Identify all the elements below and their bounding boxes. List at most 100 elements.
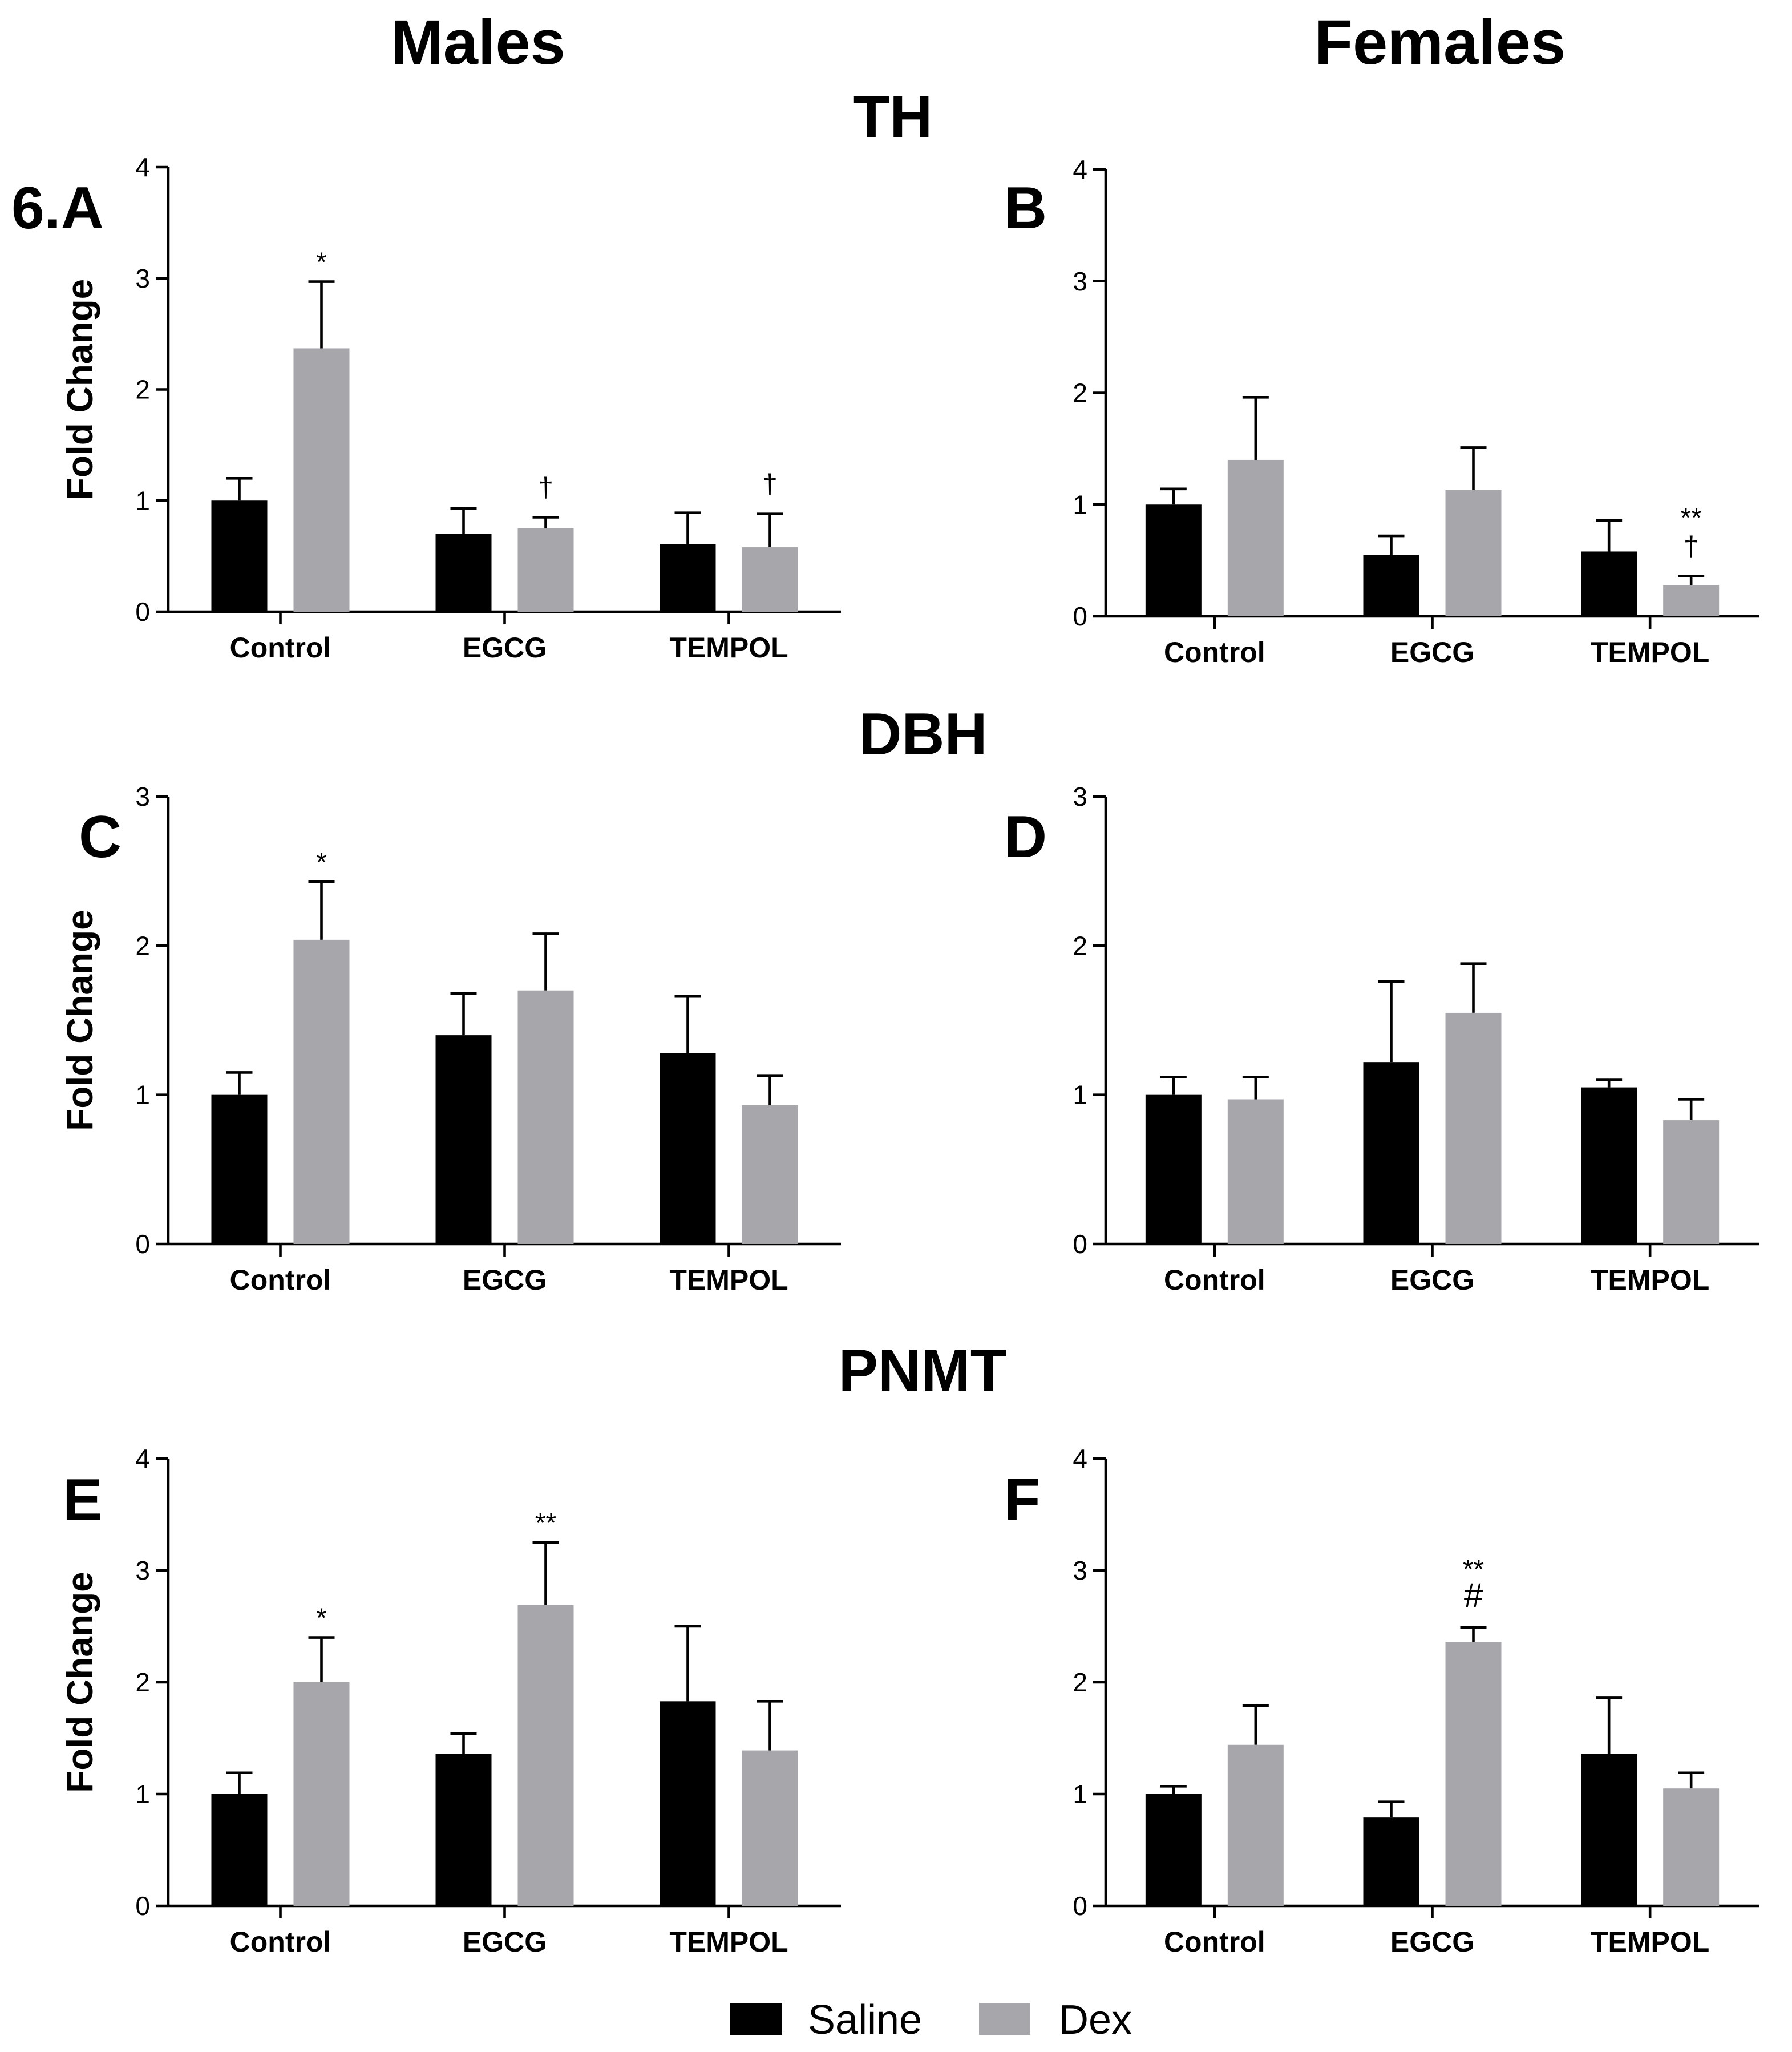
legend-label-saline: Saline [808, 1997, 922, 2043]
y-tick-label-0: 0 [1073, 1891, 1087, 1921]
y-tick-label-0: 0 [135, 1229, 150, 1259]
x-tick-label-egcg: EGCG [463, 632, 547, 664]
y-tick-label-4: 4 [1073, 1444, 1087, 1473]
column-title-females: Females [1314, 7, 1566, 78]
bar-dex-control [1227, 1099, 1284, 1244]
annotation-egcg-1: ** [1463, 1554, 1484, 1585]
gene-title-pnmt: PNMT [839, 1338, 1007, 1404]
y-tick-label-3: 3 [135, 1556, 150, 1585]
y-tick-label-2: 2 [1073, 378, 1087, 408]
y-axis-title: Fold Change [59, 279, 100, 500]
annotation-egcg-0: # [1464, 1576, 1483, 1614]
y-tick-label-3: 3 [1073, 782, 1087, 811]
column-title-males: Males [391, 7, 565, 78]
y-tick-label-3: 3 [1073, 266, 1087, 296]
panel-c-dbh-males: C Fold Change 0 1 2 3 Control EGCG TEMPOL * [59, 782, 841, 1296]
annotation-control-0: * [316, 1603, 327, 1634]
y-tick-label-1: 1 [1073, 490, 1087, 519]
bar-saline-tempol [660, 544, 716, 612]
x-tick-label-egcg: EGCG [463, 1926, 547, 1958]
y-tick-label-1: 1 [135, 486, 150, 515]
bar-saline-tempol [1581, 551, 1637, 616]
panel-letter: B [1004, 175, 1047, 241]
panel-a-th-males: 6.A Fold Change 0 1 2 3 4 Control EGCG TEMPOL * † † [11, 152, 841, 664]
annotation-control-0: * [316, 847, 327, 878]
bar-dex-tempol [1663, 1788, 1720, 1906]
bar-saline-control [1145, 504, 1202, 616]
bar-saline-tempol [1581, 1087, 1637, 1244]
bar-dex-egcg [517, 990, 574, 1244]
annotation-tempol-0: † [1684, 532, 1699, 562]
bar-dex-egcg [1445, 1642, 1502, 1906]
x-tick-label-tempol: TEMPOL [669, 632, 788, 664]
y-tick-label-4: 4 [135, 1444, 150, 1473]
x-tick-label-tempol: TEMPOL [669, 1264, 788, 1296]
bar-saline-tempol [1581, 1754, 1637, 1906]
x-tick-label-control: Control [230, 632, 331, 664]
bar-dex-egcg [517, 528, 574, 612]
bar-dex-egcg [517, 1605, 574, 1906]
panel-d-dbh-females: D 0 1 2 3 Control EGCG TEMPOL [1004, 782, 1759, 1296]
bar-saline-egcg [1363, 555, 1419, 616]
bar-dex-tempol [742, 1750, 798, 1906]
x-tick-label-control: Control [1164, 1264, 1265, 1296]
x-tick-label-egcg: EGCG [1390, 1264, 1474, 1296]
bar-dex-tempol [742, 1105, 798, 1244]
bar-saline-control [211, 1094, 268, 1244]
bar-saline-control [211, 1794, 268, 1906]
panel-letter: D [1004, 804, 1047, 870]
bar-saline-egcg [435, 1035, 492, 1244]
legend-swatch-saline [730, 2003, 782, 2035]
x-tick-label-egcg: EGCG [1390, 636, 1474, 668]
y-axis-title: Fold Change [59, 1572, 100, 1793]
bar-saline-control [1145, 1794, 1202, 1906]
y-tick-label-1: 1 [135, 1080, 150, 1110]
legend-swatch-dex [979, 2003, 1030, 2035]
y-tick-label-2: 2 [1073, 931, 1087, 960]
x-tick-label-control: Control [230, 1264, 331, 1296]
y-tick-label-4: 4 [135, 152, 150, 182]
x-tick-label-tempol: TEMPOL [1591, 1926, 1709, 1958]
bar-dex-control [1227, 459, 1284, 616]
panel-b-th-females: B 0 1 2 3 4 Control EGCG TEMPOL †** [1004, 155, 1759, 668]
x-tick-label-control: Control [230, 1926, 331, 1958]
bar-dex-tempol [742, 547, 798, 612]
y-tick-label-0: 0 [1073, 1229, 1087, 1259]
y-tick-label-3: 3 [1073, 1556, 1087, 1585]
y-tick-label-2: 2 [135, 931, 150, 960]
y-tick-label-3: 3 [135, 264, 150, 293]
bar-dex-egcg [1445, 490, 1502, 616]
bar-saline-control [1145, 1094, 1202, 1244]
x-tick-label-control: Control [1164, 1926, 1265, 1958]
x-tick-label-tempol: TEMPOL [1591, 636, 1709, 668]
legend: Saline Dex [730, 1997, 1132, 2043]
x-tick-label-egcg: EGCG [463, 1264, 547, 1296]
bar-saline-egcg [435, 1754, 492, 1906]
bar-saline-egcg [435, 534, 492, 612]
annotation-egcg-0: ** [535, 1508, 556, 1538]
x-tick-label-egcg: EGCG [1390, 1926, 1474, 1958]
bar-dex-egcg [1445, 1012, 1502, 1244]
y-tick-label-2: 2 [1073, 1667, 1087, 1697]
y-tick-label-1: 1 [1073, 1080, 1087, 1110]
y-tick-label-1: 1 [1073, 1779, 1087, 1809]
x-tick-label-control: Control [1164, 636, 1265, 668]
bar-dex-control [293, 1682, 350, 1906]
bar-dex-tempol [1663, 585, 1720, 616]
x-tick-label-tempol: TEMPOL [1591, 1264, 1709, 1296]
annotation-tempol-1: ** [1680, 503, 1701, 534]
bar-saline-tempol [660, 1701, 716, 1906]
panel-letter: 6.A [11, 175, 104, 241]
bar-saline-egcg [1363, 1817, 1419, 1906]
annotation-tempol-0: † [762, 470, 778, 500]
y-tick-label-2: 2 [135, 1667, 150, 1697]
bar-saline-control [211, 500, 268, 612]
bar-dex-control [1227, 1744, 1284, 1906]
panel-letter: E [63, 1467, 102, 1533]
bar-saline-egcg [1363, 1062, 1419, 1244]
y-tick-label-4: 4 [1073, 155, 1087, 184]
annotation-control-0: * [316, 248, 327, 278]
gene-title-th: TH [853, 84, 933, 150]
gene-title-dbh: DBH [859, 701, 987, 768]
